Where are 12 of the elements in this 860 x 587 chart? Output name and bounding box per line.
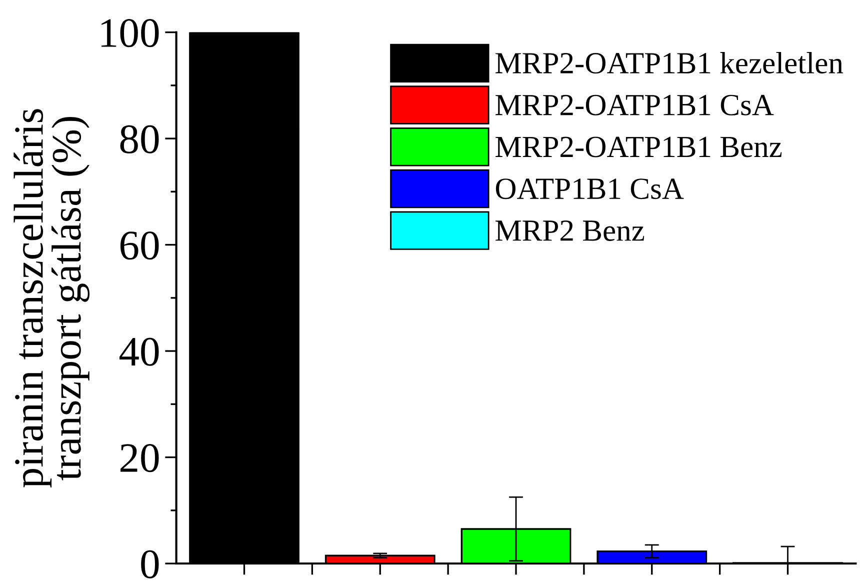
y-tick-label: 80 xyxy=(120,125,159,154)
y-tick-label: 0 xyxy=(141,550,159,578)
legend-label: MRP2 Benz xyxy=(496,220,644,241)
legend-label: MRP2-OATP1B1 Benz xyxy=(496,136,782,158)
y-axis-title: piranin transzcelluláris transzport gátlása (%) xyxy=(14,109,90,488)
legend-label: MRP2-OATP1B1 CsA xyxy=(496,94,774,116)
legend-label: MRP2-OATP1B1 kezeletlen xyxy=(496,52,844,74)
y-tick-label: 100 xyxy=(101,19,159,48)
y-tick-label: 40 xyxy=(119,338,159,366)
y-tick-label: 20 xyxy=(120,444,159,472)
legend-label: OATP1B1 CsA xyxy=(496,178,684,200)
y-tick-label: 60 xyxy=(120,232,159,260)
